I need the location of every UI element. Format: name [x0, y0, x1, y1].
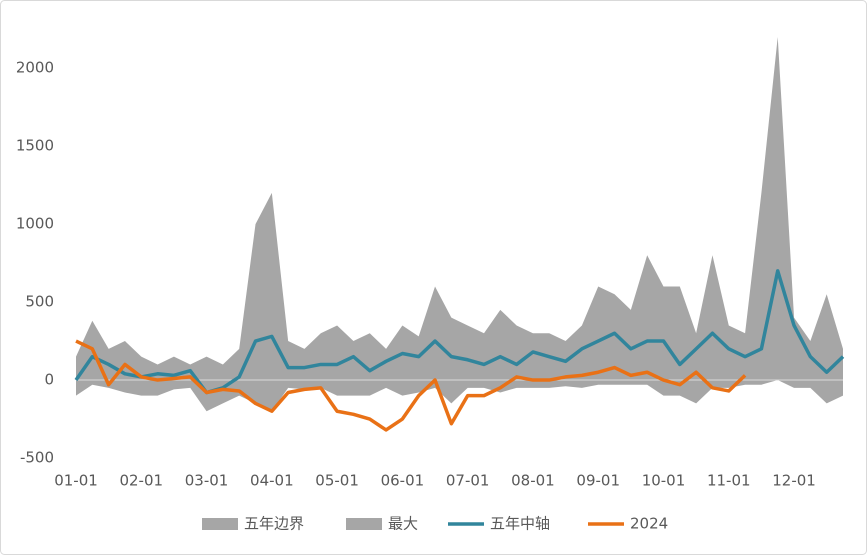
y-tick-label: 500 [25, 293, 54, 311]
y-tick-label: 0 [44, 371, 54, 389]
legend-label: 五年中轴 [490, 515, 550, 533]
x-tick-label: 09-01 [576, 472, 620, 490]
x-tick-label: 02-01 [119, 472, 163, 490]
x-tick-label: 07-01 [446, 472, 490, 490]
x-tick-label: 04-01 [250, 472, 294, 490]
y-tick-label: -500 [20, 449, 54, 467]
legend-label: 最大 [388, 515, 418, 533]
line [75, 339, 747, 432]
x-tick-label: 12-01 [772, 472, 816, 490]
x-tick-label: 08-01 [511, 472, 555, 490]
x-tick-label: 05-01 [315, 472, 359, 490]
legend-swatch [202, 518, 238, 530]
x-tick-label: 10-01 [642, 472, 686, 490]
y-tick-label: 1000 [16, 215, 54, 233]
area [76, 380, 843, 412]
x-tick-label: 01-01 [54, 472, 98, 490]
y-tick-label: 2000 [16, 59, 54, 77]
legend-swatch [346, 518, 382, 530]
x-tick-label: 03-01 [185, 472, 229, 490]
legend-label: 2024 [630, 515, 668, 533]
y-tick-label: 1500 [16, 137, 54, 155]
x-tick-label: 11-01 [707, 472, 751, 490]
legend-label: 五年边界 [244, 515, 304, 533]
x-tick-label: 06-01 [381, 472, 425, 490]
area [76, 37, 843, 381]
